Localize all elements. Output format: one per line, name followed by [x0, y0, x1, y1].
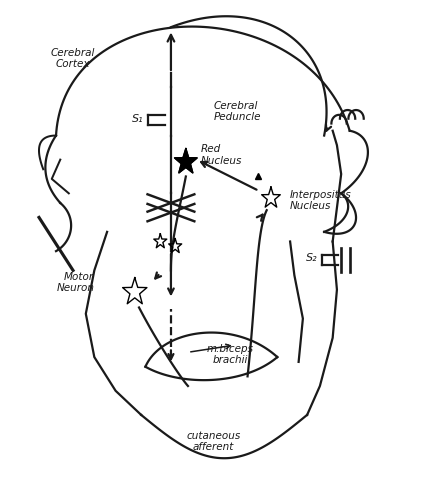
Polygon shape — [174, 149, 197, 173]
Text: Motor
Neuron: Motor Neuron — [56, 271, 94, 293]
Text: m.biceps
brachii: m.biceps brachii — [207, 344, 253, 366]
Text: Interpositus
Nucleus: Interpositus Nucleus — [289, 190, 351, 212]
Text: Cerebral
Cortex: Cerebral Cortex — [51, 48, 95, 69]
Text: S₁: S₁ — [131, 114, 143, 124]
Text: S₂: S₂ — [305, 254, 317, 263]
Text: Cerebral
Peduncle: Cerebral Peduncle — [213, 100, 260, 122]
Text: cutaneous
afferent: cutaneous afferent — [186, 430, 240, 452]
Text: Red
Nucleus: Red Nucleus — [200, 144, 242, 166]
